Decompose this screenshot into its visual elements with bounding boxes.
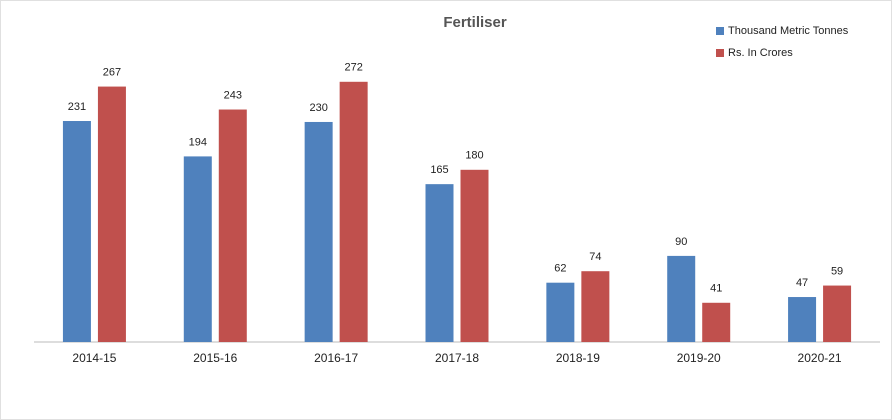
bar	[425, 184, 454, 342]
x-tick-label: 2014-15	[72, 351, 116, 365]
bar	[460, 169, 489, 342]
data-label: 74	[589, 251, 601, 263]
bar	[581, 271, 610, 342]
data-label: 59	[831, 265, 843, 277]
legend-swatch	[716, 27, 724, 35]
bar	[183, 156, 212, 342]
data-label: 231	[68, 101, 86, 113]
legend-label: Rs. In Crores	[728, 47, 793, 59]
x-tick-label: 2015-16	[193, 351, 237, 365]
bar	[823, 285, 852, 342]
x-tick-label: 2019-20	[677, 351, 721, 365]
bar	[702, 302, 731, 342]
data-label: 194	[189, 136, 207, 148]
x-tick-label: 2018-19	[556, 351, 600, 365]
data-label: 272	[344, 62, 362, 74]
data-label: 41	[710, 283, 722, 295]
chart-title: Fertiliser	[443, 14, 507, 31]
data-label: 47	[796, 277, 808, 289]
bar	[304, 121, 333, 342]
bar	[62, 121, 91, 342]
x-tick-label: 2016-17	[314, 351, 358, 365]
bar	[97, 86, 126, 342]
bar	[788, 297, 817, 342]
bar	[546, 282, 575, 342]
data-label: 267	[103, 66, 121, 78]
data-label: 230	[309, 102, 327, 114]
data-label: 243	[224, 89, 242, 101]
data-label: 165	[430, 164, 448, 176]
legend-label: Thousand Metric Tonnes	[728, 25, 849, 37]
data-label: 90	[675, 236, 687, 248]
legend-swatch	[716, 49, 724, 57]
data-label: 180	[465, 150, 483, 162]
x-tick-label: 2017-18	[435, 351, 479, 365]
x-tick-label: 2020-21	[798, 351, 842, 365]
bar	[218, 109, 247, 342]
bar	[339, 81, 368, 342]
data-label: 62	[554, 263, 566, 275]
bar	[667, 255, 696, 342]
